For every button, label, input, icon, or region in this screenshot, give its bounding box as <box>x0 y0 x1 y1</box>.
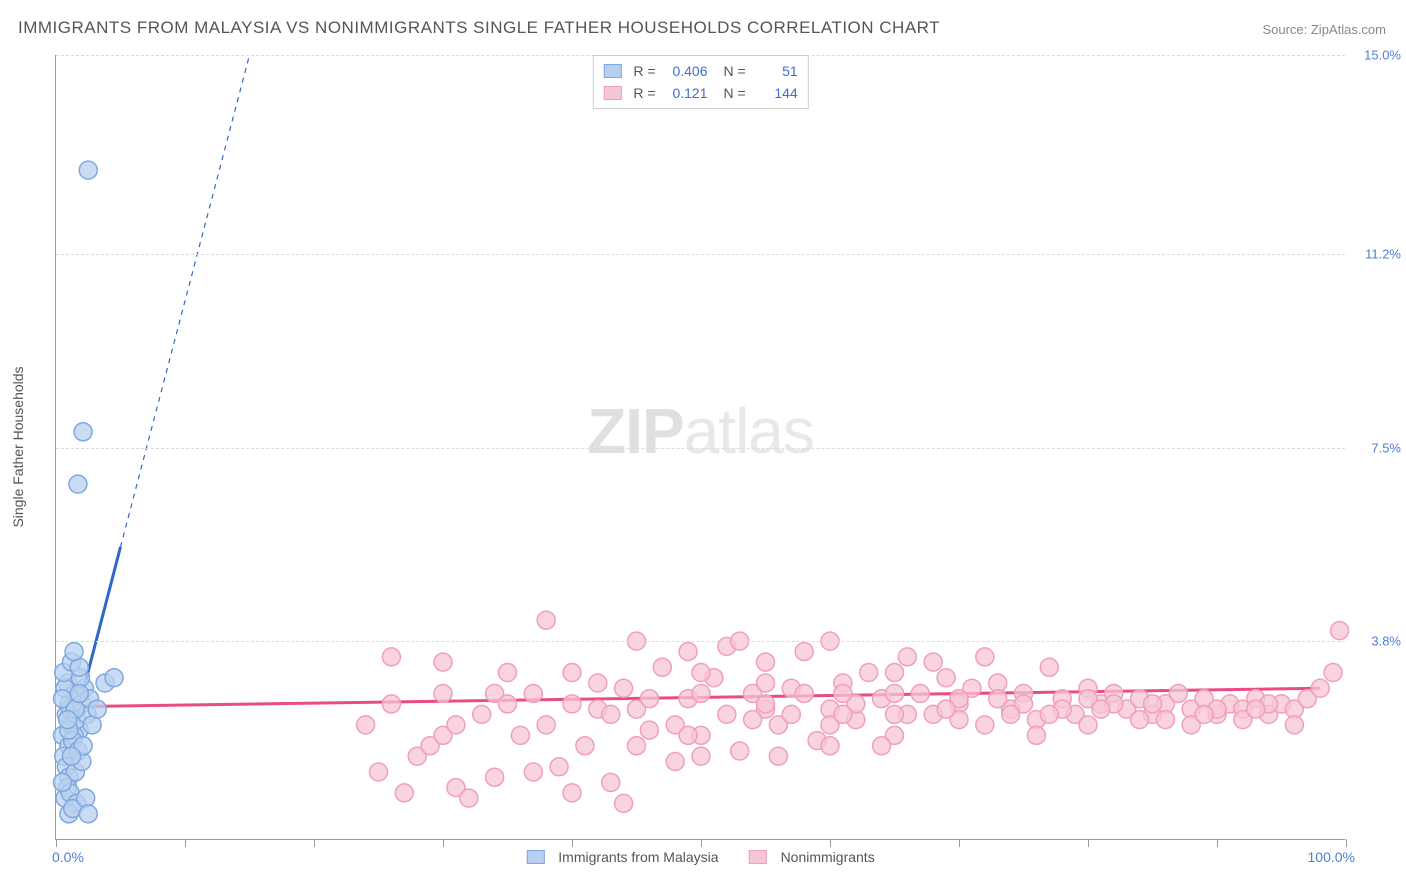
swatch-series-1 <box>603 64 621 78</box>
x-tick <box>830 839 831 847</box>
gridline <box>56 254 1345 255</box>
legend-row-series-2: R = 0.121 N = 144 <box>603 82 797 104</box>
r-value-1: 0.406 <box>662 63 708 79</box>
x-tick <box>56 839 57 847</box>
source-attribution: Source: ZipAtlas.com <box>1262 22 1386 37</box>
n-label: N = <box>724 63 746 79</box>
x-tick <box>572 839 573 847</box>
x-tick <box>1088 839 1089 847</box>
correlation-legend: R = 0.406 N = 51 R = 0.121 N = 144 <box>592 55 808 109</box>
legend-item-1: Immigrants from Malaysia <box>526 849 718 865</box>
swatch-bottom-2 <box>749 850 767 864</box>
source-prefix: Source: <box>1262 22 1310 37</box>
y-tick-label: 15.0% <box>1364 48 1401 63</box>
n-value-2: 144 <box>752 85 798 101</box>
legend-label-2: Nonimmigrants <box>781 849 875 865</box>
x-axis-min-label: 0.0% <box>52 849 84 865</box>
x-tick <box>314 839 315 847</box>
n-label: N = <box>724 85 746 101</box>
source-name: ZipAtlas.com <box>1311 22 1386 37</box>
x-tick <box>701 839 702 847</box>
y-tick-label: 11.2% <box>1365 246 1401 261</box>
r-label: R = <box>633 63 655 79</box>
x-tick <box>185 839 186 847</box>
chart-plot-area: Single Father Households ZIPatlas R = 0.… <box>55 55 1345 840</box>
chart-title: IMMIGRANTS FROM MALAYSIA VS NONIMMIGRANT… <box>18 18 940 38</box>
gridline <box>56 448 1345 449</box>
r-label: R = <box>633 85 655 101</box>
x-axis-max-label: 100.0% <box>1308 849 1355 865</box>
x-tick <box>959 839 960 847</box>
legend-label-1: Immigrants from Malaysia <box>558 849 718 865</box>
y-tick-label: 3.8% <box>1371 634 1401 649</box>
legend-row-series-1: R = 0.406 N = 51 <box>603 60 797 82</box>
y-axis-title: Single Father Households <box>10 366 26 527</box>
r-value-2: 0.121 <box>662 85 708 101</box>
gridline <box>56 641 1345 642</box>
y-tick-label: 7.5% <box>1371 440 1401 455</box>
legend-item-2: Nonimmigrants <box>749 849 875 865</box>
swatch-bottom-1 <box>526 850 544 864</box>
swatch-series-2 <box>603 86 621 100</box>
x-tick <box>1346 839 1347 847</box>
x-tick <box>1217 839 1218 847</box>
x-tick <box>443 839 444 847</box>
n-value-1: 51 <box>752 63 798 79</box>
series-legend: Immigrants from Malaysia Nonimmigrants <box>526 849 874 865</box>
